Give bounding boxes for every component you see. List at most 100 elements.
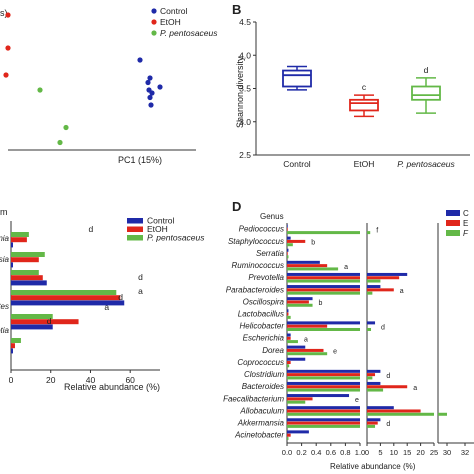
panel-b-boxes: cd xyxy=(282,65,441,118)
bar-d-5-2-seg1 xyxy=(367,291,373,295)
panel-d-annotation-13: a xyxy=(413,385,417,392)
legend-a-label-2: P. pentosaceus xyxy=(160,28,218,38)
box-body-2 xyxy=(411,85,441,101)
bar-d-3-1 xyxy=(287,264,328,268)
bar-d-1-1 xyxy=(287,239,306,243)
panel-d-category-11: Coprococcus xyxy=(237,358,284,367)
panel-d-axes: 0.0 0.2 0.4 0.6 0.8 1.0 0 5 10 15 20 25 30 32 Pediococ… xyxy=(223,223,474,457)
panel-c-annotation-0: d xyxy=(89,224,94,234)
bar-c-3-1 xyxy=(11,295,121,301)
panel-b-category-0: Control xyxy=(283,159,311,169)
panel-d-category-15: Allobaculum xyxy=(239,406,284,415)
point-etoh-2 xyxy=(3,72,9,78)
bar-d-17-0 xyxy=(287,430,309,434)
bar-c-1-0 xyxy=(11,262,13,268)
bar-c-2-0 xyxy=(11,280,47,286)
bar-d-3-2 xyxy=(287,267,339,271)
bar-c-0-1 xyxy=(11,237,27,243)
bar-d-2-2 xyxy=(287,255,289,259)
bar-d-8-1 xyxy=(287,324,328,328)
panel-c-annotation-2: a xyxy=(138,286,143,296)
bar-d-0-2-seg0 xyxy=(287,231,360,235)
panel-d-category-7: Lactobacillus xyxy=(238,309,284,318)
bar-d-4-2-seg0 xyxy=(287,279,360,283)
bar-d-17-2 xyxy=(287,436,289,440)
bar-c-5-2 xyxy=(11,338,21,343)
panel-c-annotation-1: d xyxy=(138,272,143,282)
panel-c-corner-text: m xyxy=(0,207,8,217)
legend-c-label-1: EtOH xyxy=(147,224,168,234)
panel-d-category-1: Staphylococcus xyxy=(228,237,284,246)
bar-d-11-0 xyxy=(287,357,306,361)
legend-a-dot-0 xyxy=(151,8,157,14)
point-control-4 xyxy=(148,102,154,108)
bar-d-9-2 xyxy=(287,340,298,344)
bar-d-1-2 xyxy=(287,243,293,247)
bar-d-3-0 xyxy=(287,260,320,264)
bar-d-8-0-seg1 xyxy=(367,321,376,325)
panel-d-category-5: Parabacteroides xyxy=(226,285,284,294)
panel-b-boxplot: B Shannon diversity 2.5 3.0 3.5 4.0 4.5 Contr… xyxy=(232,2,470,169)
panel-b-category-2: P. pentosaceus xyxy=(397,159,455,169)
bar-d-15-0-seg1 xyxy=(367,406,394,410)
point-control-1 xyxy=(145,79,151,86)
bar-d-13-2-seg1 xyxy=(367,388,384,392)
panel-d-annotation-3: a xyxy=(344,264,348,271)
panel-d-xtick-label-0-3: 0.6 xyxy=(326,448,336,457)
panel-b-axes: 2.5 3.0 3.5 4.0 4.5 Control EtOH P. pentosaceus xyxy=(239,17,470,169)
bar-d-8-2-seg0 xyxy=(287,327,360,331)
panel-b-label: B xyxy=(232,2,241,17)
legend-d-swatch-2 xyxy=(446,230,460,236)
legend-d-swatch-1 xyxy=(446,220,460,226)
bar-d-15-1-seg0 xyxy=(287,409,360,413)
bar-c-4-0 xyxy=(11,324,53,330)
bar-d-12-0-seg0 xyxy=(287,369,360,373)
bar-d-0-2-seg1 xyxy=(367,231,371,235)
bar-d-8-2-seg1 xyxy=(367,327,372,331)
bar-d-1-0 xyxy=(287,236,291,240)
panel-d-header: Genus xyxy=(260,212,284,221)
bar-d-8-0-seg0 xyxy=(287,321,360,325)
panel-d-category-12: Clostridium xyxy=(244,370,284,379)
bar-d-4-1-seg1 xyxy=(367,276,400,280)
point-etoh-0 xyxy=(5,12,11,18)
legend-a-label-0: Control xyxy=(160,6,188,16)
bar-d-5-1-seg1 xyxy=(367,288,394,292)
panel-d-category-2: Serratia xyxy=(256,249,285,258)
bar-d-13-0-seg0 xyxy=(287,381,360,385)
panel-b-ylabel: Shannon diversity xyxy=(235,56,245,128)
bar-d-9-0 xyxy=(287,333,291,337)
legend-c-swatch-1 xyxy=(127,226,143,232)
bar-c-3-0 xyxy=(11,300,125,306)
bar-d-16-1-seg1 xyxy=(367,421,378,425)
legend-d-swatch-0 xyxy=(446,210,460,216)
panel-b-ytick-label-0: 2.5 xyxy=(239,150,251,160)
panel-d-label: D xyxy=(232,199,241,214)
panel-d-annotation-9: a xyxy=(304,336,308,343)
point-etoh-1 xyxy=(5,45,11,51)
bar-d-6-0 xyxy=(287,297,313,301)
panel-d-category-4: Prevotella xyxy=(248,273,284,282)
panel-d-xtick-label-2-1: 32 xyxy=(461,448,469,457)
legend-a-label-1: EtOH xyxy=(160,17,181,27)
legend-d-label-2: F xyxy=(463,229,469,238)
legend-d-label-1: E xyxy=(463,219,468,228)
bar-d-13-2-seg0 xyxy=(287,388,360,392)
bar-c-1-2 xyxy=(11,252,45,257)
panel-d-category-0: Pediococcus xyxy=(239,225,284,234)
bar-d-5-1-seg0 xyxy=(287,288,360,292)
bar-d-15-1-seg1 xyxy=(367,409,421,413)
bar-d-12-2-seg0 xyxy=(287,376,360,380)
panel-d-bar-chart: D Genus CEF 0.0 0.2 0.4 0.6 0.8 1.0 0 5 10 15 20 25… xyxy=(223,199,474,471)
bar-d-6-2 xyxy=(287,303,313,307)
panel-c-xtick-label-1: 20 xyxy=(46,375,56,385)
panel-d-xtick-label-1-2: 10 xyxy=(390,448,398,457)
panel-c-xtick-label-0: 0 xyxy=(9,375,14,385)
bar-d-14-0 xyxy=(287,394,350,398)
panel-c-category-0: nia xyxy=(0,234,10,243)
